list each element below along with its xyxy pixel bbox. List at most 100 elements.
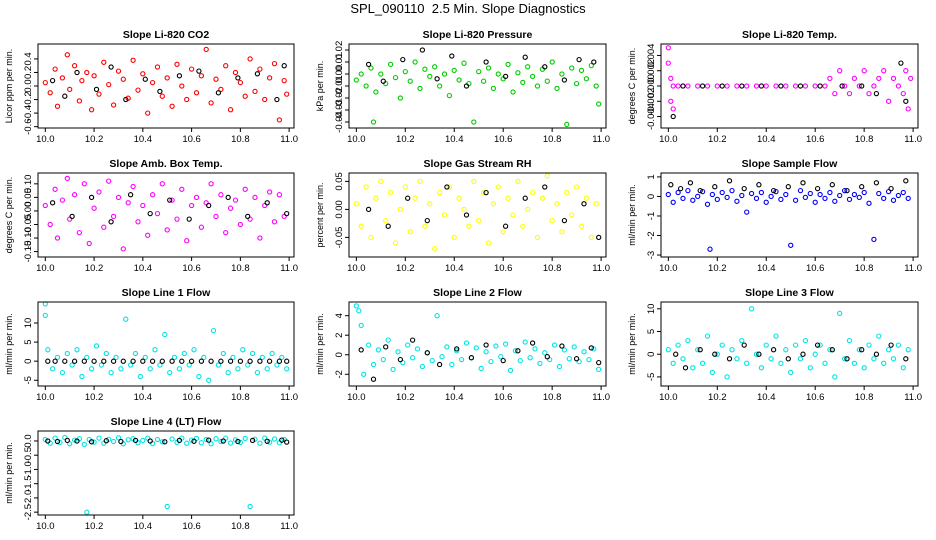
data-point: [42, 79, 48, 86]
chart-panel: Slope Li-820 Temp. 10.0 10.2 10.4 10.6 10.8 11…: [627, 29, 922, 145]
data-point: [432, 64, 438, 70]
data-point: [47, 90, 53, 96]
data-point: [778, 360, 784, 366]
data-point: [517, 357, 523, 364]
chart-panel: Slope Li-820 Pressure 10.0 10.2 10.4 10.6 10.…: [315, 29, 610, 145]
data-point: [274, 96, 280, 103]
data-point: [271, 219, 278, 225]
data-point: [502, 341, 509, 347]
data-point: [375, 347, 382, 353]
y-axis-label: degrees C per min.: [627, 48, 637, 125]
data-point: [478, 365, 484, 372]
data-point: [181, 350, 187, 357]
data-point: [905, 106, 911, 112]
data-point: [284, 366, 290, 372]
x-tick-label: 10.2: [708, 263, 727, 274]
data-point: [785, 356, 791, 362]
y-tick-label: 0.4: [23, 52, 34, 65]
data-point: [695, 347, 701, 353]
data-point: [81, 441, 87, 448]
data-point: [542, 184, 548, 190]
data-point: [42, 202, 48, 209]
data-point: [397, 356, 404, 363]
data-point: [859, 347, 865, 353]
chart-panel: Slope Li-820 CO2 10.0 10.2 10.4 10.6 10.8 11.0…: [4, 29, 298, 145]
data-point: [208, 441, 214, 447]
x-tick-label: 10.0: [347, 392, 366, 403]
data-point: [593, 83, 599, 89]
data-point: [132, 437, 139, 444]
data-point: [802, 83, 809, 89]
y-tick-label: -0.05: [334, 227, 345, 249]
chart-panel: Slope Line 1 Flow 10.0 10.2 10.4 10.6 10.8 11.…: [4, 287, 298, 403]
x-tick-label: 10.6: [182, 263, 201, 274]
x-tick-label: 10.6: [494, 134, 513, 145]
data-point: [247, 503, 253, 510]
data-point: [353, 201, 359, 207]
data-point: [903, 98, 909, 104]
plot-frame: [37, 172, 295, 258]
data-point: [397, 95, 404, 101]
data-point: [130, 183, 136, 190]
data-point: [668, 182, 674, 188]
data-point: [407, 78, 413, 84]
data-point: [232, 69, 239, 76]
data-point: [753, 83, 760, 89]
data-point: [412, 195, 418, 201]
data-point: [59, 197, 66, 203]
data-point: [201, 354, 207, 361]
data-point: [429, 357, 435, 364]
data-point: [559, 229, 565, 235]
data-point: [164, 227, 170, 233]
x-tick-label: 11.0: [280, 263, 298, 274]
data-point: [768, 193, 774, 200]
data-point: [704, 201, 711, 207]
data-point: [876, 75, 882, 82]
data-point: [242, 93, 248, 99]
data-point: [549, 217, 555, 224]
data-point: [232, 197, 239, 203]
data-point: [159, 439, 165, 445]
data-point: [279, 437, 285, 443]
data-point: [218, 438, 224, 445]
data-point: [71, 63, 78, 69]
data-point: [851, 191, 858, 198]
data-point: [900, 365, 906, 371]
data-point: [792, 197, 799, 203]
chart-panel: Slope Line 2 Flow 10.0 10.2 10.4 10.6 10.8 11.…: [315, 287, 610, 403]
data-point: [682, 365, 689, 371]
y-axis-label: ml/min per min.: [315, 313, 325, 375]
data-point: [120, 358, 126, 364]
data-point: [402, 68, 408, 75]
data-point: [873, 90, 880, 97]
data-point: [76, 229, 83, 236]
data-point: [101, 440, 107, 446]
y-tick-label: 5: [646, 329, 657, 334]
y-tick-label: 0: [646, 352, 657, 357]
data-point: [544, 354, 550, 360]
data-point: [140, 358, 146, 364]
x-tick-label: 10.8: [543, 263, 562, 274]
data-point: [573, 184, 580, 190]
data-point: [707, 246, 713, 252]
data-point: [569, 65, 575, 71]
data-point: [419, 363, 426, 370]
data-point: [245, 362, 251, 368]
x-tick-label: 10.8: [231, 521, 250, 532]
data-point: [817, 83, 823, 89]
data-point: [690, 197, 696, 203]
data-point: [247, 56, 253, 62]
y-tick-label: 0.2: [23, 66, 34, 79]
data-point: [444, 344, 450, 350]
y-axis-label: ml/min per min.: [4, 313, 14, 375]
data-point: [210, 327, 217, 334]
data-point: [719, 189, 725, 196]
y-tick-label: -5: [23, 376, 34, 384]
data-point: [768, 356, 774, 362]
data-point: [785, 184, 791, 190]
data-point: [551, 342, 558, 348]
data-point: [93, 343, 100, 349]
data-point: [361, 371, 367, 377]
y-tick-label: -0.2: [23, 91, 34, 107]
data-point: [353, 303, 359, 309]
